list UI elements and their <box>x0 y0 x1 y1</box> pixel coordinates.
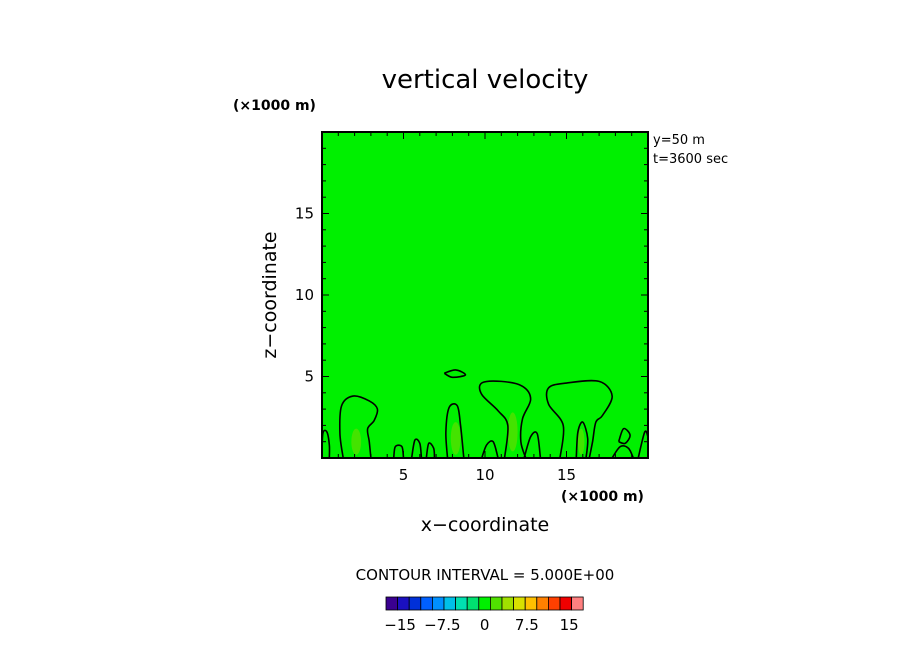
contour-line-7 <box>480 440 499 459</box>
contour-interval-text: CONTOUR INTERVAL = 5.000E+00 <box>356 566 615 584</box>
x-tick-label-2: 15 <box>557 466 576 484</box>
colorbar-swatch-0 <box>385 596 399 611</box>
contour-line-4 <box>425 442 436 459</box>
contour-line-3 <box>410 438 423 459</box>
contour-line-5 <box>445 403 465 459</box>
velocity-highlights <box>351 412 585 455</box>
colorbar-swatch-11 <box>513 596 526 611</box>
x-unit-label: (×1000 m) <box>561 489 644 505</box>
colorbar-swatch-6 <box>455 596 468 611</box>
z-unit-label: (×1000 m) <box>233 98 316 114</box>
colorbar-label-4: 15 <box>560 616 579 634</box>
colorbar: −15 −7.5 0 7.5 15 <box>384 596 584 634</box>
contour-lines <box>321 369 649 459</box>
colorbar-swatch-1 <box>397 596 410 611</box>
colorbar-swatch-2 <box>408 596 422 611</box>
contour-line-8 <box>478 380 532 459</box>
x-tick-label-1: 10 <box>475 466 494 484</box>
colorbar-swatch-14 <box>548 596 561 611</box>
contour-line-10 <box>545 379 613 459</box>
info-line-t: t=3600 sec <box>653 152 728 167</box>
plot-area <box>322 132 648 458</box>
contour-line-9 <box>523 431 542 459</box>
highlight-patch-0 <box>351 428 362 455</box>
colorbar-swatch-13 <box>536 596 549 611</box>
colorbar-swatch-9 <box>489 596 503 611</box>
colorbar-swatch-7 <box>466 596 480 611</box>
colorbar-swatch-3 <box>420 596 433 611</box>
colorbar-label-1: −7.5 <box>424 616 460 634</box>
highlight-patch-1 <box>450 422 461 455</box>
contour-line-12 <box>617 427 631 445</box>
colorbar-swatch-5 <box>443 596 457 611</box>
y-tick-label-2: 15 <box>295 205 314 223</box>
x-axis-label: x−coordinate <box>421 514 550 536</box>
colorbar-swatch-12 <box>524 596 538 611</box>
contour-line-1 <box>338 395 379 459</box>
y-axis-label: z−coordinate <box>259 231 281 358</box>
colorbar-swatch-4 <box>431 596 445 611</box>
y-tick-label-1: 10 <box>295 286 314 304</box>
highlight-patch-3 <box>577 428 585 455</box>
colorbar-swatch-16 <box>571 596 584 611</box>
colorbar-swatch-15 <box>559 596 573 611</box>
colorbar-label-3: 7.5 <box>515 616 539 634</box>
colorbar-label-0: −15 <box>384 616 416 634</box>
axis-ticks: 5 10 15 5 10 15 <box>295 132 648 484</box>
highlight-patch-2 <box>507 412 518 452</box>
colorbar-swatch-10 <box>501 596 515 611</box>
info-line-y: y=50 m <box>653 133 705 148</box>
contour-line-11 <box>575 421 589 459</box>
y-tick-label-0: 5 <box>304 368 314 386</box>
contour-line-13 <box>611 445 635 459</box>
colorbar-swatch-8 <box>478 596 491 611</box>
colorbar-label-2: 0 <box>480 616 490 634</box>
x-tick-label-0: 5 <box>399 466 409 484</box>
chart-title: vertical velocity <box>382 65 589 95</box>
contour-line-6 <box>443 369 467 379</box>
